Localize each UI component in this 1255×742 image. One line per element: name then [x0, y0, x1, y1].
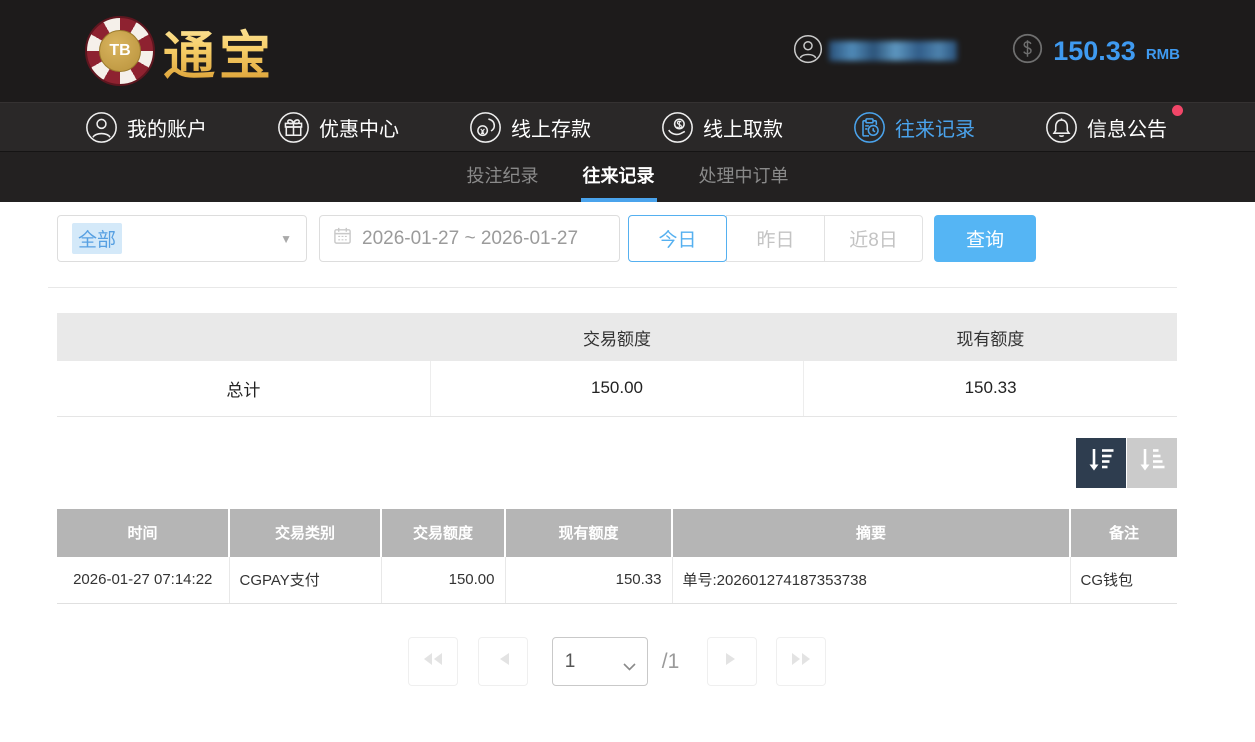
summary-header-amount: 交易额度: [430, 313, 804, 361]
today-button[interactable]: 今日: [628, 215, 727, 262]
date-range-input[interactable]: 2026-01-27 ~ 2026-01-27: [319, 215, 620, 262]
first-page-button[interactable]: [407, 637, 458, 686]
nav-item-transaction-records[interactable]: 往来记录: [853, 111, 975, 144]
nav-item-withdraw[interactable]: 线上取款: [661, 111, 783, 144]
user-icon: [85, 111, 118, 144]
arrow-right-icon: [724, 649, 740, 674]
summary-total-balance: 150.33: [803, 361, 1177, 417]
header-right-section: 150.33 RMB: [793, 33, 1180, 69]
records-icon: [853, 111, 886, 144]
nav-item-announcements[interactable]: 信息公告: [1045, 104, 1183, 144]
query-button[interactable]: 查询: [934, 215, 1036, 262]
nav-label: 往来记录: [895, 118, 975, 141]
chevron-down-icon: ▼: [280, 231, 292, 246]
page-select[interactable]: 1: [551, 637, 648, 686]
withdraw-icon: [661, 111, 694, 144]
sort-ascending-button[interactable]: [1127, 437, 1177, 488]
tab-processing-orders[interactable]: 处理中订单: [697, 152, 791, 202]
nav-item-deposit[interactable]: 线上存款: [469, 111, 591, 144]
records-table: 时间 交易类别 交易额度 现有额度 摘要 备注 2026-01-27 07:14…: [57, 508, 1177, 604]
balance-amount: 150.33: [1053, 35, 1136, 66]
main-navigation: 我的账户 优惠中心 线上存款: [0, 103, 1255, 151]
deposit-icon: [469, 111, 502, 144]
sort-controls: [57, 437, 1177, 488]
balance-display[interactable]: 150.33 RMB: [1012, 33, 1180, 69]
col-header-remark: 备注: [1070, 508, 1177, 557]
summary-header-empty: [57, 313, 431, 361]
bell-icon: [1045, 111, 1078, 144]
tab-label: 投注纪录: [466, 166, 539, 186]
page-select-wrapper: 1: [551, 637, 648, 686]
last-page-button[interactable]: [776, 637, 827, 686]
nav-label: 信息公告: [1087, 118, 1167, 141]
username-redacted: [829, 41, 958, 61]
calendar-icon: [333, 226, 352, 251]
notification-dot: [1172, 104, 1183, 116]
cell-type: CGPAY支付: [229, 556, 382, 604]
sort-descending-icon: [1086, 445, 1116, 480]
pagination: 1 /1: [57, 637, 1177, 686]
tab-label: 处理中订单: [698, 166, 789, 186]
cell-remark: CG钱包: [1070, 556, 1177, 604]
summary-table: 交易额度 现有额度 总计 150.00 150.33: [57, 313, 1177, 417]
cell-balance: 150.33: [505, 556, 673, 604]
previous-page-button[interactable]: [477, 637, 528, 686]
total-pages-label: /1: [661, 649, 680, 673]
dollar-coin-icon: [1012, 33, 1043, 69]
nav-item-promotions[interactable]: 优惠中心: [277, 111, 399, 144]
tab-label: 往来记录: [582, 166, 655, 186]
sort-ascending-icon: [1137, 445, 1167, 480]
col-header-type: 交易类别: [229, 508, 382, 557]
cell-summary: 单号:202601274187353738: [672, 556, 1071, 604]
yesterday-button[interactable]: 昨日: [726, 215, 825, 262]
dropdown-selected-value: 全部: [72, 223, 123, 254]
sort-descending-button[interactable]: [1076, 437, 1126, 488]
poker-chip-logo-icon: TB: [85, 16, 155, 86]
user-account-box[interactable]: [793, 34, 958, 69]
nav-item-my-account[interactable]: 我的账户: [85, 111, 207, 144]
site-title: 通宝: [163, 14, 275, 89]
logo-tb-monogram: TB: [99, 30, 141, 72]
balance-currency: RMB: [1145, 45, 1180, 63]
summary-total-amount: 150.00: [430, 361, 805, 417]
main-content: 全部 ▼ 2026-01-27 ~ 2026-01-27 今日 昨日 近8日 查…: [0, 202, 1255, 686]
filter-row: 全部 ▼ 2026-01-27 ~ 2026-01-27 今日 昨日 近8日 查…: [57, 215, 1177, 262]
summary-header-balance: 现有额度: [803, 313, 1177, 361]
user-avatar-icon: [793, 34, 823, 69]
gift-icon: [277, 111, 310, 144]
col-header-balance: 现有额度: [505, 508, 673, 557]
records-header-row: 时间 交易类别 交易额度 现有额度 摘要 备注: [57, 508, 1177, 557]
sub-navigation: 投注纪录 往来记录 处理中订单: [0, 151, 1255, 202]
double-arrow-right-icon: [790, 649, 812, 674]
col-header-amount: 交易额度: [381, 508, 506, 557]
site-logo[interactable]: TB 通宝: [85, 14, 275, 89]
col-header-time: 时间: [57, 508, 230, 557]
date-range-value: 2026-01-27 ~ 2026-01-27: [362, 227, 579, 249]
tab-betting-records[interactable]: 投注纪录: [465, 152, 541, 202]
nav-label: 优惠中心: [319, 118, 399, 141]
type-filter-dropdown[interactable]: 全部 ▼: [57, 215, 307, 262]
col-header-summary: 摘要: [672, 508, 1071, 557]
summary-header-row: 交易额度 现有额度: [57, 313, 1177, 361]
summary-total-row: 总计 150.00 150.33: [57, 361, 1177, 417]
table-row: 2026-01-27 07:14:22 CGPAY支付 150.00 150.3…: [57, 556, 1177, 604]
nav-label: 我的账户: [127, 118, 207, 141]
cell-time: 2026-01-27 07:14:22: [57, 556, 230, 604]
last-8-days-button[interactable]: 近8日: [824, 215, 923, 262]
section-divider: [48, 287, 1177, 288]
next-page-button[interactable]: [707, 637, 758, 686]
nav-label: 线上存款: [511, 118, 591, 141]
tab-transaction-records[interactable]: 往来记录: [580, 152, 657, 202]
quick-date-button-group: 今日 昨日 近8日: [628, 215, 923, 262]
top-header: TB 通宝 150.33 RMB: [0, 0, 1255, 103]
cell-amount: 150.00: [381, 556, 506, 604]
double-arrow-left-icon: [422, 649, 444, 674]
summary-total-label: 总计: [57, 361, 431, 417]
nav-label: 线上取款: [703, 118, 783, 141]
arrow-left-icon: [495, 649, 511, 674]
